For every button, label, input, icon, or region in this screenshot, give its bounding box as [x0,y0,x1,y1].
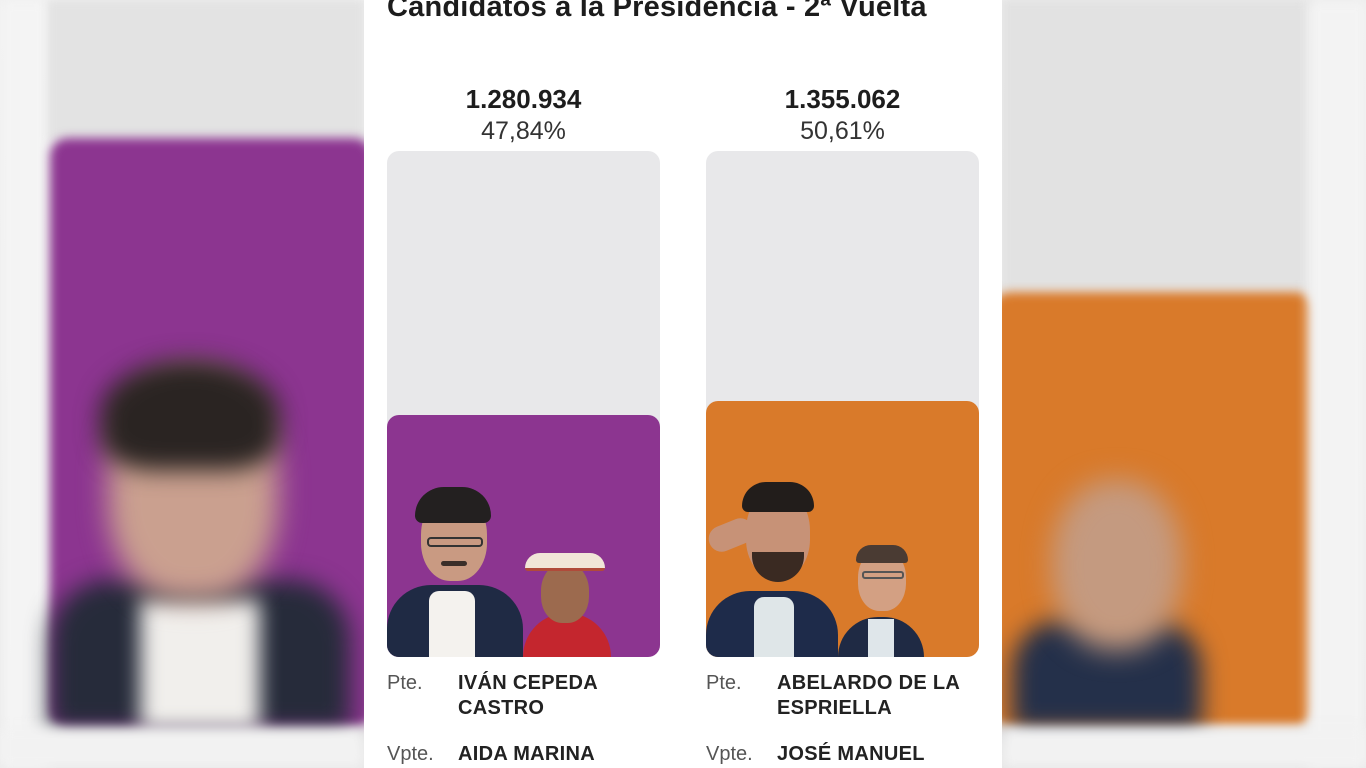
candidate-1-percent: 47,84% [481,117,566,145]
candidate-2-president-name: ABELARDO DE LA ESPRIELLA [777,672,960,719]
candidate-1-bar-track [387,151,660,657]
candidate-2-bar-track [706,151,979,657]
candidate-2-vice-role: Vpte. [706,743,753,765]
candidate-1-president-role: Pte. [387,672,423,694]
candidate-1-header: 1.280.934 47,84% [387,82,660,147]
blurred-background-right [1002,0,1366,768]
chart-title: Candidatos a la Presidencia - 2ª Vuelta [387,0,927,23]
results-card: Candidatos a la Presidencia - 2ª Vuelta … [364,0,1002,768]
blurred-background-left [0,0,364,768]
candidate-1-vice-role: Vpte. [387,743,434,765]
candidate-2-bar [706,401,979,657]
candidate-2-percent: 50,61% [800,117,885,145]
candidate-2-votes: 1.355.062 [784,84,901,114]
candidate-1-vice-name: AIDA MARINA [458,743,595,765]
candidate-1-bar [387,415,660,657]
candidate-1-president-name: IVÁN CEPEDA CASTRO [458,672,598,719]
candidate-2-president-role: Pte. [706,672,742,694]
candidate-2-vice-name: JOSÉ MANUEL [777,743,925,765]
candidate-2-header: 1.355.062 50,61% [706,82,979,147]
candidate-1-votes: 1.280.934 [465,84,582,114]
